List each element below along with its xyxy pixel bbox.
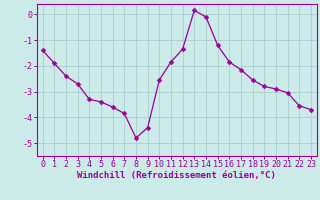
X-axis label: Windchill (Refroidissement éolien,°C): Windchill (Refroidissement éolien,°C) bbox=[77, 171, 276, 180]
